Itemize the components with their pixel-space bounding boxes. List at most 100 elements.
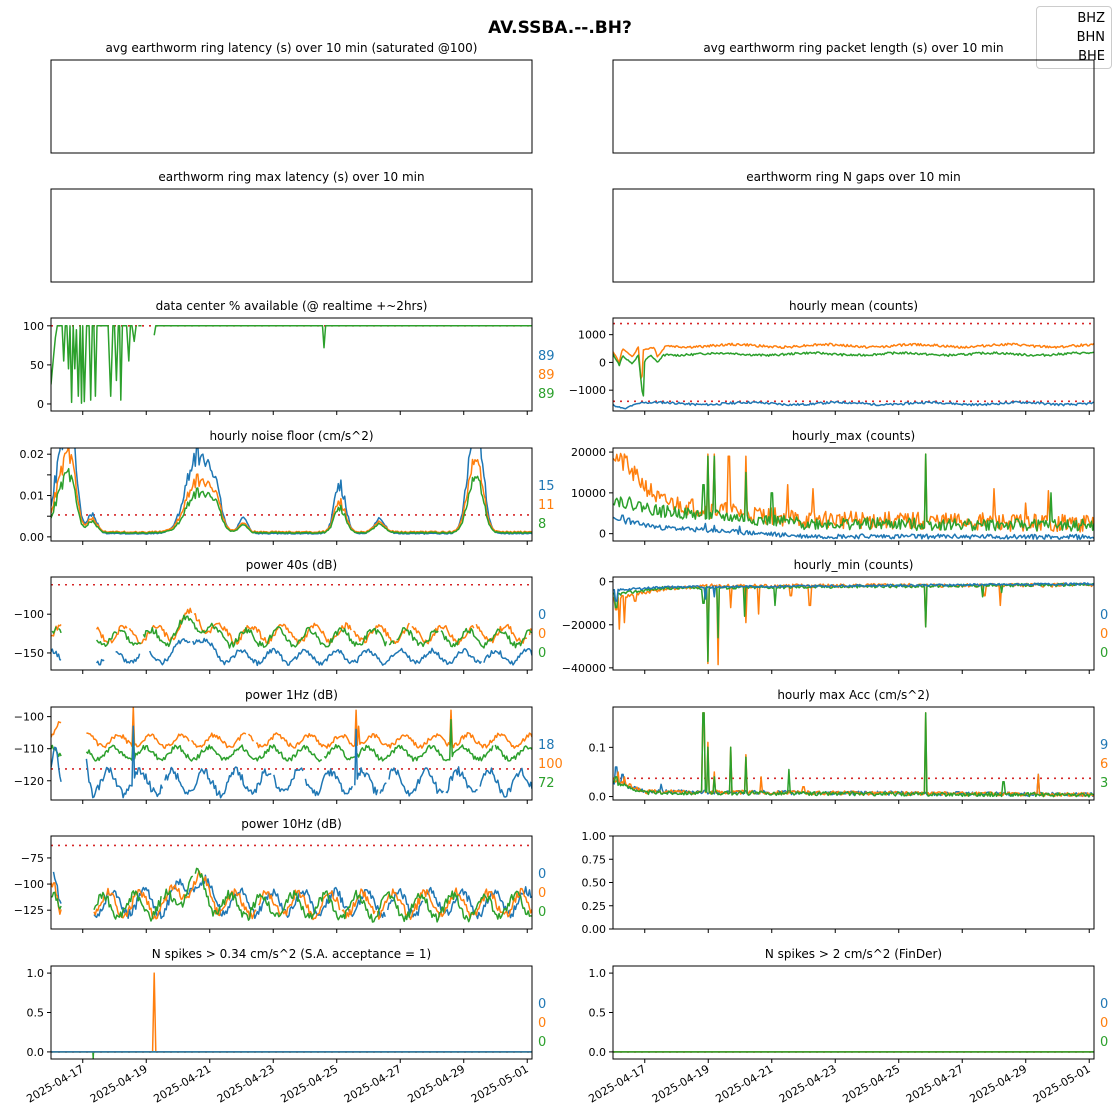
- side-label-bhz: 18: [538, 738, 555, 753]
- series-line-bhn: [51, 972, 532, 1053]
- panel-title: data center % available (@ realtime +~2h…: [156, 299, 428, 313]
- series-line-bhn: [613, 452, 1094, 533]
- y-tick-label: −40000: [562, 662, 606, 675]
- side-label-bhz: 0: [538, 608, 546, 623]
- series-line-bhe: [613, 582, 1094, 663]
- panel-title: hourly noise floor (cm/s^2): [209, 429, 373, 443]
- side-label-bhn: 0: [1100, 627, 1108, 642]
- x-tick-label: 2025-04-23: [777, 1062, 839, 1105]
- panel-title: N spikes > 2 cm/s^2 (FinDer): [765, 947, 942, 961]
- y-tick-label: 0.75: [582, 853, 607, 866]
- side-label-bhz: 0: [1100, 608, 1108, 623]
- side-label-bhz: 9: [1100, 738, 1108, 753]
- panel-hourly-mean: hourly mean (counts) −1000 0 1000: [569, 299, 1095, 415]
- panel-packet-length: avg earthworm ring packet length (s) ove…: [612, 41, 1095, 154]
- y-tick-label: −20000: [562, 619, 606, 632]
- y-tick-label: 0.50: [582, 877, 607, 890]
- y-tick-label: 0.5: [589, 1007, 607, 1020]
- panel-frame: [50, 706, 533, 801]
- series-line-bhn: [613, 712, 1094, 798]
- y-tick-label: 1.0: [589, 967, 607, 980]
- y-tick-label: 0: [599, 528, 606, 541]
- series-line-bhe: [51, 467, 532, 535]
- side-label-bhe: 0: [1100, 646, 1108, 661]
- series-line-bhn: [51, 870, 532, 921]
- series-line-bhz: [51, 637, 532, 667]
- series-line-bhn: [51, 707, 532, 750]
- panel-power-1hz: power 1Hz (dB) −120 −110 −100 18 100 72: [14, 688, 563, 804]
- panel-title: power 1Hz (dB): [245, 688, 338, 702]
- side-label-bhe: 0: [1100, 1035, 1108, 1050]
- x-tick-label: 2025-05-01: [1031, 1062, 1093, 1105]
- panel-frame: [50, 965, 533, 1060]
- y-tick-label: 0.00: [20, 531, 45, 544]
- legend: BHZ BHN BHE: [1036, 6, 1112, 69]
- side-label-bhz: 0: [1100, 997, 1108, 1012]
- side-label-bhn: 0: [1100, 1016, 1108, 1031]
- y-tick-label: 0.0: [589, 1046, 607, 1059]
- side-label-bhe: 0: [538, 1035, 546, 1050]
- y-tick-label: 0.02: [20, 448, 45, 461]
- y-tick-label: −100: [14, 608, 44, 621]
- panel-title: hourly_max (counts): [792, 429, 915, 443]
- panel-frame: [612, 835, 1095, 930]
- x-tick-label: 2025-04-19: [650, 1062, 712, 1105]
- side-label-bhz: 0: [538, 867, 546, 882]
- side-label-bhe: 72: [538, 776, 555, 791]
- x-tick-label: 2025-04-21: [151, 1062, 213, 1105]
- panel-n-gaps: earthworm ring N gaps over 10 min: [612, 170, 1095, 283]
- y-tick-label: −120: [14, 775, 44, 788]
- panel-spikes-2: N spikes > 2 cm/s^2 (FinDer) 0.0 0.5 1.0 0 0 0…: [586, 947, 1108, 1106]
- x-tick-label: 2025-04-21: [713, 1062, 775, 1105]
- panel-title: power 10Hz (dB): [241, 817, 342, 831]
- panel-frame: [612, 188, 1095, 283]
- panel-noise-floor: hourly noise floor (cm/s^2) 0.00 0.01 0.02 1…: [20, 429, 555, 545]
- figure-title: AV.SSBA.--.BH?: [488, 18, 632, 38]
- side-label-bhe: 89: [538, 387, 555, 402]
- y-tick-label: 0.0: [589, 791, 607, 804]
- x-tick-label: 2025-04-25: [840, 1062, 902, 1105]
- y-tick-label: 50: [30, 359, 44, 372]
- x-tick-label: 2025-04-29: [967, 1062, 1029, 1105]
- panel-power-10hz: power 10Hz (dB) −125 −100 −75 0 0 0: [14, 817, 546, 933]
- panel-frame: [612, 706, 1095, 801]
- series-line-bhe: [51, 1051, 532, 1059]
- y-tick-label: −125: [14, 904, 44, 917]
- panel-frame: [612, 317, 1095, 412]
- panel-availability: data center % available (@ realtime +~2h…: [23, 299, 555, 415]
- y-tick-label: 0.01: [20, 490, 45, 503]
- panel-hourly-min: hourly_min (counts) −40000 −20000 0 0 0 0: [562, 558, 1109, 675]
- side-label-bhz: 0: [538, 997, 546, 1012]
- series-line-bhz: [51, 725, 532, 799]
- y-tick-label: 0.00: [582, 923, 607, 936]
- y-tick-label: 0: [599, 356, 606, 369]
- panel-title: N spikes > 0.34 cm/s^2 (S.A. acceptance …: [152, 947, 431, 961]
- series-line-bhz: [613, 514, 1094, 541]
- series-line-bhe: [51, 614, 532, 649]
- y-tick-label: 0.0: [27, 1046, 45, 1059]
- series-line-bhe: [613, 351, 1094, 397]
- x-tick-label: 2025-04-27: [342, 1062, 404, 1105]
- x-tick-label: 2025-04-17: [24, 1062, 86, 1105]
- y-tick-label: 0: [37, 398, 44, 411]
- x-tick-label: 2025-04-27: [904, 1062, 966, 1105]
- side-label-bhn: 89: [538, 368, 555, 383]
- panel-frame: [612, 447, 1095, 542]
- panel-frame: [612, 576, 1095, 671]
- series-line-bhz: [51, 448, 532, 535]
- panel-frame: [50, 835, 533, 930]
- y-tick-label: 0.5: [27, 1007, 45, 1020]
- legend-item-bhn: BHN: [1037, 28, 1111, 48]
- y-tick-label: −150: [14, 647, 44, 660]
- series-line-bhn: [613, 342, 1094, 380]
- y-tick-label: 10000: [571, 487, 606, 500]
- panel-title: avg earthworm ring latency (s) over 10 m…: [106, 41, 478, 55]
- y-tick-label: 100: [23, 320, 44, 333]
- side-label-bhn: 6: [1100, 757, 1108, 772]
- series-line-bhn: [613, 582, 1094, 666]
- panel-frame: [50, 317, 533, 412]
- side-label-bhe: 0: [538, 905, 546, 920]
- legend-label-bhn: BHN: [1076, 30, 1105, 45]
- panel-hourly-max: hourly_max (counts) 0 10000 20000: [571, 429, 1095, 545]
- panel-power-40s: power 40s (dB) −150 −100 0 0 0: [14, 558, 546, 674]
